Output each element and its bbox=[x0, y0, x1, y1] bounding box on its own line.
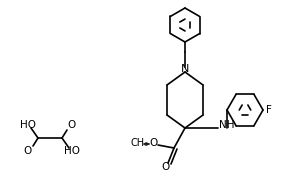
Text: O: O bbox=[149, 138, 157, 148]
Text: HO: HO bbox=[64, 146, 80, 156]
Text: NH: NH bbox=[219, 120, 235, 130]
Text: N: N bbox=[181, 64, 189, 74]
Text: O: O bbox=[161, 162, 169, 172]
Text: O: O bbox=[68, 120, 76, 130]
Text: O: O bbox=[24, 146, 32, 156]
Text: HO: HO bbox=[20, 120, 36, 130]
Text: CH₃: CH₃ bbox=[131, 138, 149, 148]
Text: F: F bbox=[266, 105, 272, 115]
